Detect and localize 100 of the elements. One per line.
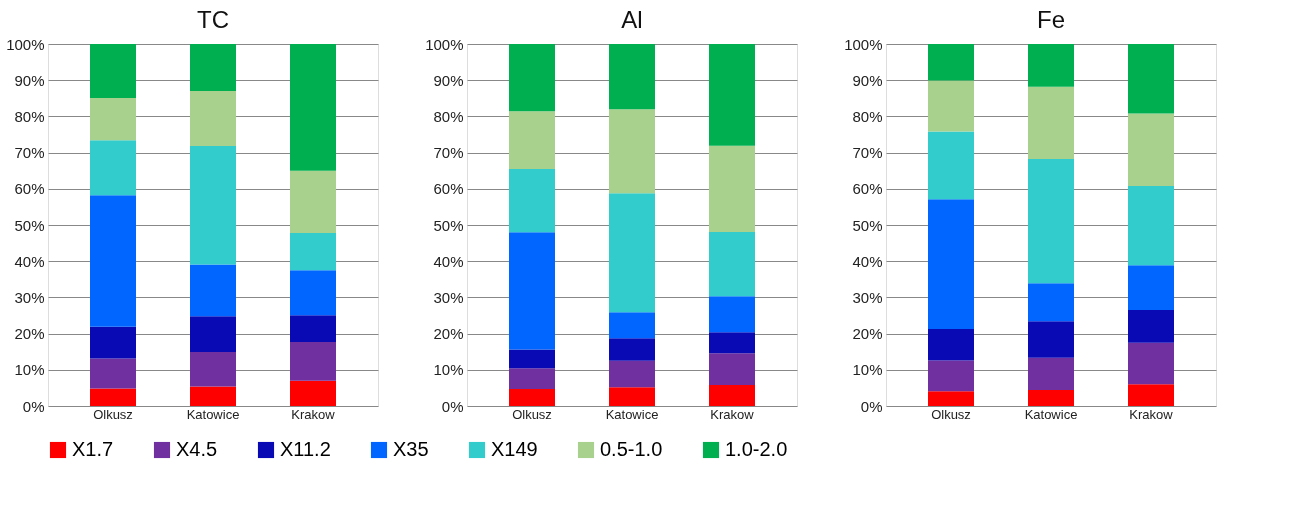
bar: [290, 315, 336, 342]
bar: [90, 97, 136, 141]
legend-label: 0.5-1.0: [600, 438, 663, 460]
y-tick-label: 100%: [844, 35, 883, 53]
y-tick-label: 100%: [425, 35, 464, 53]
bar: [290, 44, 336, 171]
bar: [290, 341, 336, 381]
bar: [1028, 283, 1074, 322]
y-tick-label: 20%: [852, 325, 883, 343]
y-tick-label: 40%: [14, 252, 45, 270]
bar: [190, 264, 236, 317]
bar: [609, 360, 655, 388]
bar: [609, 109, 655, 194]
bar: [928, 131, 974, 200]
bar: [928, 328, 974, 361]
y-tick-label: 50%: [852, 216, 883, 234]
bar: [928, 360, 974, 392]
bar: [709, 296, 755, 333]
bar: [1028, 86, 1074, 160]
bar: [1028, 357, 1074, 391]
x-tick-label: Krakow: [291, 406, 336, 422]
bar: [709, 385, 755, 406]
bar: [509, 388, 555, 406]
bar: [1128, 265, 1174, 311]
bar: [509, 111, 555, 169]
y-tick-label: 80%: [433, 107, 464, 125]
bar: [609, 44, 655, 110]
bar: [709, 353, 755, 385]
bar: [90, 44, 136, 98]
x-tick-label: Olkusz: [512, 406, 552, 422]
y-tick-label: 40%: [433, 252, 464, 270]
bar: [709, 44, 755, 146]
bar: [709, 145, 755, 232]
bar: [90, 326, 136, 359]
y-tick-label: 70%: [433, 144, 464, 162]
x-tick-label: Katowice: [1024, 406, 1078, 422]
x-tick-label: Krakow: [1129, 406, 1174, 422]
y-tick-label: 90%: [433, 71, 464, 89]
y-tick-label: 90%: [14, 71, 45, 89]
y-tick-label: 10%: [852, 361, 883, 379]
bar: [609, 312, 655, 339]
chart-title: TC: [197, 6, 229, 33]
y-tick-label: 30%: [852, 288, 883, 306]
bar: [290, 380, 336, 406]
y-tick-label: 60%: [433, 180, 464, 198]
y-tick-label: 100%: [6, 35, 45, 53]
y-tick-label: 20%: [433, 325, 464, 343]
bar: [1028, 321, 1074, 358]
legend-label: X4.5: [176, 438, 218, 460]
bar: [928, 199, 974, 329]
legend-label: X35: [393, 438, 429, 460]
legend-label: 1.0-2.0: [725, 438, 788, 460]
bar: [928, 391, 974, 406]
chart-title: Al: [621, 6, 643, 33]
bar: [290, 170, 336, 233]
bar: [290, 270, 336, 316]
bar: [1128, 384, 1174, 406]
bar: [190, 352, 236, 387]
legend-label: X11.2: [280, 438, 331, 460]
bar: [90, 388, 136, 406]
y-tick-label: 20%: [14, 325, 45, 343]
y-tick-label: 70%: [852, 144, 883, 162]
y-tick-label: 80%: [14, 107, 45, 125]
bar: [190, 386, 236, 406]
y-tick-label: 90%: [852, 71, 883, 89]
y-tick-label: 0%: [22, 397, 45, 415]
chart-title: Fe: [1036, 6, 1066, 33]
x-tick-label: Katowice: [186, 406, 240, 422]
y-tick-label: 0%: [860, 397, 883, 415]
bar: [509, 368, 555, 389]
bar: [190, 316, 236, 353]
y-tick-label: 60%: [14, 180, 45, 198]
bar: [90, 140, 136, 196]
x-tick-label: Katowice: [605, 406, 659, 422]
bar: [709, 231, 755, 297]
y-tick-label: 10%: [14, 361, 45, 379]
bar: [928, 80, 974, 132]
bar: [709, 332, 755, 354]
bar: [509, 232, 555, 350]
bar: [1028, 390, 1074, 406]
bar: [509, 349, 555, 369]
legend-label: X149: [491, 438, 538, 460]
bar: [1028, 159, 1074, 284]
bar: [1128, 342, 1174, 385]
bar: [1128, 113, 1174, 186]
x-tick-label: Krakow: [710, 406, 755, 422]
y-tick-label: 10%: [433, 361, 464, 379]
bar: [509, 168, 555, 233]
bar: [1028, 44, 1074, 87]
y-tick-label: 50%: [14, 216, 45, 234]
y-tick-label: 30%: [14, 288, 45, 306]
y-tick-label: 40%: [852, 252, 883, 270]
bar: [190, 44, 236, 92]
bar: [609, 338, 655, 361]
bar: [190, 146, 236, 265]
y-tick-label: 0%: [441, 397, 464, 415]
bar: [928, 44, 974, 81]
x-tick-label: Olkusz: [931, 406, 971, 422]
bar: [609, 193, 655, 313]
bar: [290, 232, 336, 271]
